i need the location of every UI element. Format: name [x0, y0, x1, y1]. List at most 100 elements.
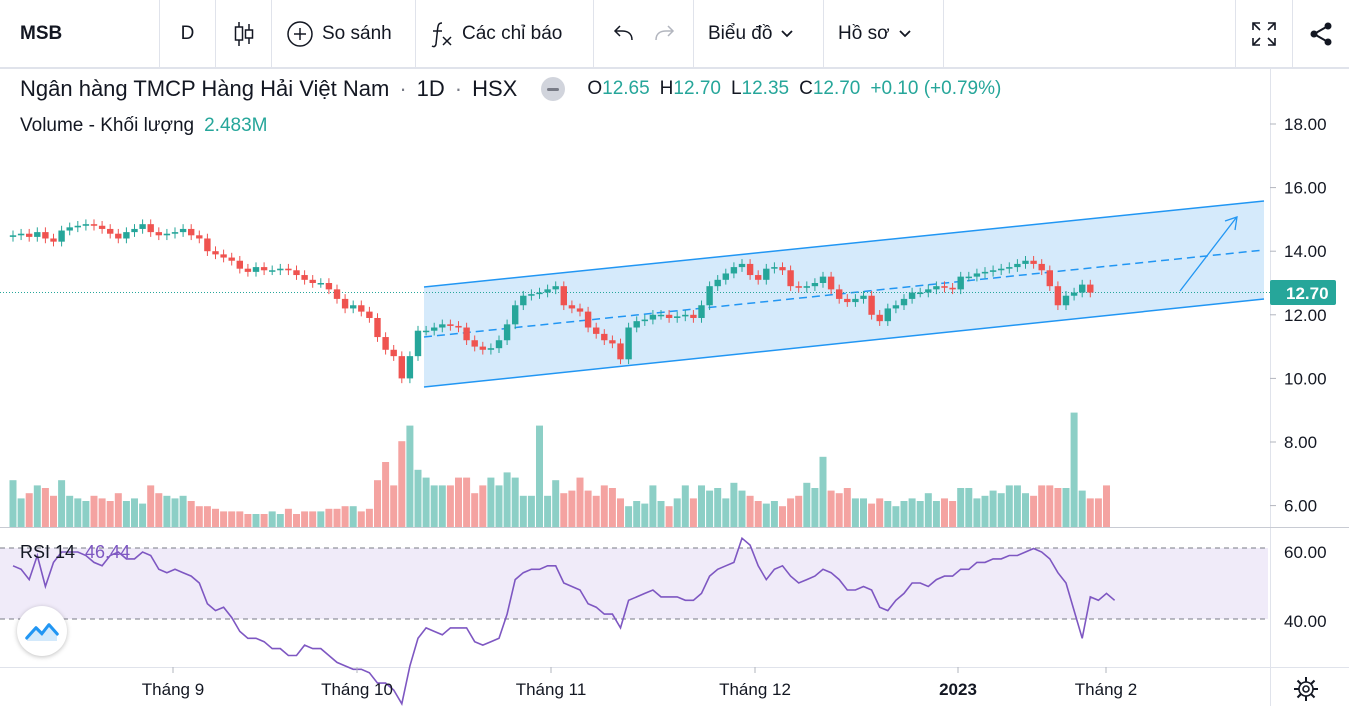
- volume-bar: [122, 501, 130, 527]
- symbol-search[interactable]: MSB: [0, 0, 160, 68]
- candle: [657, 310, 665, 320]
- share-button[interactable]: [1293, 0, 1349, 68]
- candle-body: [406, 356, 414, 379]
- candle: [374, 313, 381, 342]
- candle-body: [738, 263, 746, 268]
- candle: [860, 290, 867, 304]
- candle-body: [779, 267, 786, 271]
- candle: [560, 281, 567, 311]
- time-axis[interactable]: Tháng 9 Tháng 10 Tháng 11 Tháng 12 2023 Tháng…: [142, 667, 1137, 699]
- volume-bar: [349, 506, 357, 527]
- candle: [803, 281, 810, 293]
- fullscreen-button[interactable]: [1235, 0, 1293, 68]
- candle: [155, 227, 162, 241]
- volume-bar: [568, 490, 576, 527]
- chart-logo-icon: [25, 623, 59, 641]
- candle-body: [706, 286, 713, 306]
- rsi-value: 46.44: [85, 542, 131, 562]
- volume-bar: [819, 456, 827, 527]
- volume-bar: [479, 485, 487, 527]
- candle-body: [690, 314, 697, 318]
- candle: [1038, 259, 1045, 276]
- plus-circle-icon: [287, 20, 313, 47]
- close-key: C: [799, 78, 813, 99]
- candle-body: [1014, 263, 1021, 268]
- candle-body: [819, 276, 827, 283]
- candle-body: [568, 305, 576, 309]
- hide-series-button[interactable]: [541, 77, 566, 101]
- candle-body: [212, 251, 219, 255]
- volume-bar: [633, 501, 641, 527]
- volume-bar: [722, 498, 730, 527]
- candle-body: [422, 330, 430, 333]
- candle-body: [9, 235, 17, 237]
- candle: [252, 262, 260, 277]
- volume-bar: [527, 495, 535, 527]
- volume-bar: [50, 495, 57, 527]
- rsi-band: [0, 548, 1268, 619]
- time-tick-label: Tháng 11: [516, 680, 587, 699]
- candle-body: [204, 238, 211, 252]
- rsi-legend: RSI 14 46.44: [20, 542, 130, 563]
- candle-body: [649, 314, 657, 320]
- volume-bar: [293, 514, 300, 527]
- candle: [730, 262, 738, 279]
- volume-bar: [438, 485, 446, 527]
- volume-bar: [1038, 485, 1046, 527]
- volume-bar: [41, 488, 49, 527]
- volume-bar: [949, 501, 957, 527]
- chart-settings-button[interactable]: [1293, 676, 1319, 702]
- layout-dropdown[interactable]: Biểu đồ: [694, 0, 824, 68]
- volume-bar: [673, 498, 681, 527]
- volume-bar: [851, 498, 859, 527]
- candle: [746, 259, 754, 280]
- candle: [706, 281, 713, 311]
- candle-body: [50, 238, 57, 242]
- volume-bar: [981, 495, 989, 527]
- close-value: 12.70: [812, 78, 861, 99]
- indicators-button[interactable]: Các chỉ báo: [416, 0, 594, 68]
- high-value: 12.70: [673, 78, 721, 99]
- candle-body: [552, 286, 559, 290]
- volume-bar: [827, 490, 835, 527]
- interval-selector[interactable]: D: [160, 0, 216, 68]
- candle-body: [625, 327, 632, 360]
- open-key: O: [587, 78, 603, 99]
- rsi-axis[interactable]: 60.00 40.00: [1284, 543, 1327, 631]
- candle-body: [317, 283, 324, 285]
- undo-icon[interactable]: [612, 23, 636, 45]
- candle-body: [309, 279, 316, 283]
- templates-label: Hồ sơ: [838, 22, 890, 44]
- volume-bar: [860, 498, 867, 527]
- candle: [844, 294, 851, 307]
- candle: [1030, 255, 1037, 269]
- volume-bar: [1046, 485, 1054, 527]
- tradingview-logo-button[interactable]: [17, 606, 67, 656]
- candle-body: [763, 268, 770, 280]
- candle: [244, 263, 252, 277]
- last-price-badge: [1270, 280, 1336, 305]
- candle: [260, 262, 268, 276]
- candle: [755, 270, 762, 285]
- candle-body: [722, 273, 729, 280]
- candle: [228, 252, 235, 266]
- templates-dropdown[interactable]: Hồ sơ: [824, 0, 944, 68]
- ohlc-values: O12.65 H12.70 L12.35 C12.70 +0.10 (+0.79…: [587, 78, 1001, 100]
- volume-bar: [600, 485, 608, 527]
- chart-type-button[interactable]: [216, 0, 272, 68]
- candle: [512, 300, 519, 330]
- candle-body: [90, 224, 98, 226]
- candle: [925, 284, 932, 298]
- candle: [1070, 287, 1078, 301]
- candle: [649, 310, 657, 325]
- volume-bar: [884, 501, 892, 527]
- price-axis[interactable]: 18.00 16.00 14.00 12.00 10.00 8.00 6.00: [1270, 115, 1327, 516]
- candle-body: [949, 287, 956, 290]
- candle: [341, 294, 349, 314]
- compare-button[interactable]: So sánh: [272, 0, 416, 68]
- volume-bar: [9, 480, 17, 527]
- volume-bar: [843, 488, 851, 527]
- volume-bar: [811, 488, 819, 527]
- redo-icon[interactable]: [652, 23, 676, 45]
